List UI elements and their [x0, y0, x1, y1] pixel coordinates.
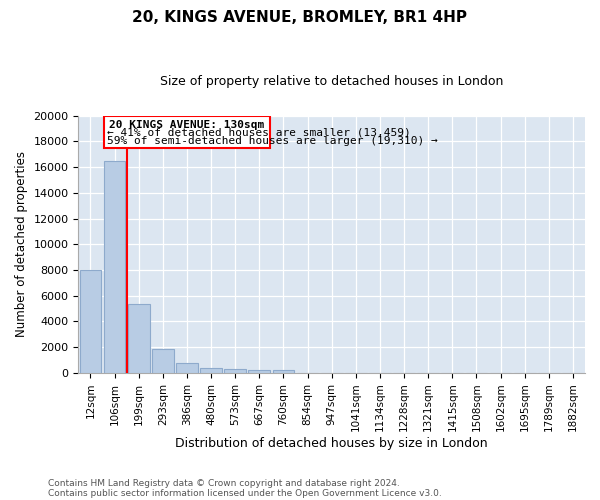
Text: 20, KINGS AVENUE, BROMLEY, BR1 4HP: 20, KINGS AVENUE, BROMLEY, BR1 4HP	[133, 10, 467, 25]
Bar	[80, 270, 101, 373]
Bar	[200, 368, 222, 373]
Text: Contains public sector information licensed under the Open Government Licence v3: Contains public sector information licen…	[48, 488, 442, 498]
X-axis label: Distribution of detached houses by size in London: Distribution of detached houses by size …	[175, 437, 488, 450]
Y-axis label: Number of detached properties: Number of detached properties	[15, 152, 28, 338]
Bar	[272, 370, 295, 373]
Text: ← 41% of detached houses are smaller (13,459): ← 41% of detached houses are smaller (13…	[107, 128, 411, 138]
Bar	[176, 364, 198, 373]
Bar	[224, 370, 246, 373]
Text: 20 KINGS AVENUE: 130sqm: 20 KINGS AVENUE: 130sqm	[109, 120, 265, 130]
Text: 59% of semi-detached houses are larger (19,310) →: 59% of semi-detached houses are larger (…	[107, 136, 438, 145]
Bar	[104, 160, 125, 373]
Text: Contains HM Land Registry data © Crown copyright and database right 2024.: Contains HM Land Registry data © Crown c…	[48, 478, 400, 488]
Title: Size of property relative to detached houses in London: Size of property relative to detached ho…	[160, 75, 503, 88]
Bar	[152, 349, 173, 373]
Bar	[248, 370, 270, 373]
FancyBboxPatch shape	[104, 116, 270, 148]
Bar	[128, 304, 149, 373]
